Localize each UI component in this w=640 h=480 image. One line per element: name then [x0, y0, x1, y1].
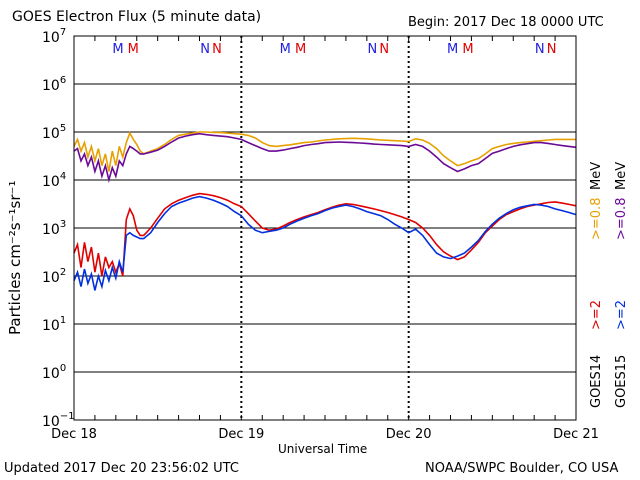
y-tick-base: 10 [42, 30, 60, 46]
grid-lines [74, 83, 576, 373]
series-lines [73, 131, 577, 291]
marker-m: M [128, 42, 139, 57]
y-tick-label: 104 [42, 171, 66, 190]
y-tick-label: 107 [42, 27, 66, 46]
y-tick-label: 103 [42, 219, 66, 238]
y-tick-base: 10 [42, 174, 60, 190]
y-tick-exponent: 4 [60, 171, 66, 182]
legend-goes15-high: >=0.8 [614, 197, 629, 240]
plot-frame [73, 35, 577, 421]
series-line [73, 131, 576, 172]
y-tick-exponent: 5 [60, 123, 66, 134]
legend-goes14-high: >=0.8 [589, 197, 604, 240]
marker-n: N [212, 42, 222, 57]
series-line [73, 195, 577, 291]
y-tick-label: 100 [42, 363, 66, 382]
marker-n: N [368, 42, 378, 57]
y-tick-base: 10 [42, 270, 60, 286]
marker-m: M [112, 42, 123, 57]
legend-goes15-unit: MeV [614, 161, 629, 190]
y-tick-base: 10 [42, 222, 60, 238]
y-tick-base: 10 [42, 318, 60, 334]
chart-title: GOES Electron Flux (5 minute data) [12, 9, 262, 25]
marker-n: N [547, 42, 557, 57]
y-axis-label: Particles cm⁻²s⁻¹sr⁻¹ [6, 180, 24, 335]
x-tick-label: Dec 18 [51, 427, 97, 442]
x-tick-label: Dec 20 [386, 427, 432, 442]
y-tick-base: 10 [42, 366, 60, 382]
y-tick-label: 10−1 [42, 411, 75, 430]
marker-n: N [379, 42, 389, 57]
legend-goes15-low: >=2 [614, 299, 629, 330]
begin-time: Begin: 2017 Dec 18 0000 UTC [408, 15, 604, 30]
y-tick-exponent: 7 [60, 27, 66, 38]
y-tick-label: 101 [42, 315, 66, 334]
marker-m: M [280, 42, 291, 57]
legend-goes14-low: >=2 [589, 299, 604, 330]
y-tick-exponent: 3 [60, 219, 66, 230]
marker-m: M [447, 42, 458, 57]
x-tick-label: Dec 19 [218, 427, 264, 442]
legend-goes14-label: GOES14 [589, 354, 604, 408]
y-tick-exponent: 6 [60, 75, 66, 86]
y-tick-base: 10 [42, 126, 60, 142]
y-tick-exponent: −1 [60, 411, 75, 422]
y-tick-label: 105 [42, 123, 66, 142]
marker-n: N [535, 42, 545, 57]
x-tick-labels: Dec 18 Dec 19 Dec 20 Dec 21 [51, 427, 599, 442]
legend-goes14-unit: MeV [589, 161, 604, 190]
marker-m: M [295, 42, 306, 57]
legend-goes15-label: GOES15 [614, 354, 629, 408]
x-tick-label: Dec 21 [553, 427, 599, 442]
y-tick-exponent: 1 [60, 315, 66, 326]
credit: NOAA/SWPC Boulder, CO USA [425, 461, 619, 476]
x-axis-label: Universal Time [278, 442, 368, 456]
y-tick-exponent: 2 [60, 267, 66, 278]
y-tick-exponent: 0 [60, 363, 66, 374]
updated-time: Updated 2017 Dec 20 23:56:02 UTC [4, 461, 239, 476]
y-tick-label: 106 [42, 75, 66, 94]
series-line [73, 192, 577, 277]
y-tick-label: 102 [42, 267, 66, 286]
marker-m: M [462, 42, 473, 57]
series-line [73, 132, 577, 184]
y-tick-base: 10 [42, 414, 60, 430]
marker-n: N [200, 42, 210, 57]
y-tick-base: 10 [42, 78, 60, 94]
x-minor-ticks [73, 36, 577, 420]
